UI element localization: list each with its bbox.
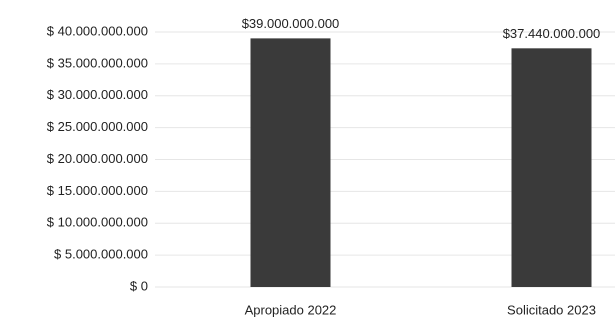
y-tick-label: $ 20.000.000.000 — [47, 151, 148, 166]
y-tick-label: $ 5.000.000.000 — [54, 247, 148, 262]
y-tick-label: $ 10.000.000.000 — [47, 215, 148, 230]
y-tick-label: $ 30.000.000.000 — [47, 87, 148, 102]
y-tick-label: $ 35.000.000.000 — [47, 55, 148, 70]
value-label: $39.000.000.000 — [242, 16, 340, 31]
y-tick-label: $ 15.000.000.000 — [47, 183, 148, 198]
bar — [511, 48, 592, 287]
bar — [250, 38, 331, 287]
y-tick-label: $ 40.000.000.000 — [47, 23, 148, 38]
x-tick-label: Solicitado 2023 — [507, 302, 596, 317]
x-tick-label: Apropiado 2022 — [245, 302, 337, 317]
y-tick-label: $ 25.000.000.000 — [47, 119, 148, 134]
y-tick-label: $ 0 — [130, 278, 148, 293]
value-label: $37.440.000.000 — [503, 26, 601, 41]
